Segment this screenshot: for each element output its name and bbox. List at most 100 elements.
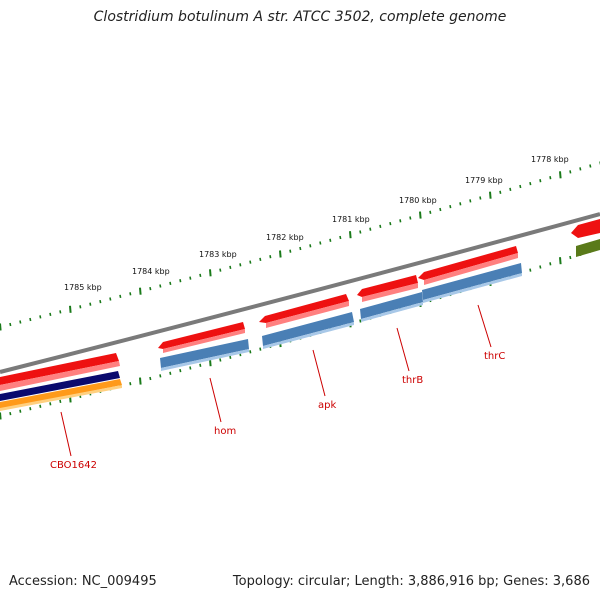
minor-tick — [19, 320, 22, 324]
minor-tick — [89, 302, 92, 306]
kbp-label: 1783 kbp — [199, 250, 237, 259]
minor-tick — [149, 286, 152, 291]
major-tick — [489, 191, 492, 199]
minor-tick — [409, 216, 412, 220]
minor-tick — [169, 371, 172, 375]
minor-tick — [129, 382, 132, 386]
minor-tick — [19, 409, 22, 413]
minor-tick — [439, 207, 442, 212]
minor-tick — [9, 411, 12, 416]
major-tick — [559, 257, 562, 265]
minor-tick — [159, 284, 162, 288]
minor-tick — [449, 204, 452, 209]
minor-tick — [159, 374, 162, 378]
minor-tick — [9, 322, 12, 327]
major-tick — [349, 231, 352, 239]
kbp-label: 1784 kbp — [132, 267, 170, 276]
minor-tick — [379, 224, 382, 229]
gene-label-thrc: thrC — [484, 351, 505, 362]
gene-label-apk: apk — [318, 400, 336, 411]
major-tick — [419, 211, 422, 219]
minor-tick — [29, 407, 32, 411]
minor-tick — [399, 219, 402, 223]
major-tick — [0, 412, 2, 420]
minor-tick — [49, 312, 52, 317]
kbp-label: 1780 kbp — [399, 196, 437, 205]
minor-tick — [369, 227, 372, 231]
minor-tick — [269, 255, 272, 259]
major-tick — [139, 377, 142, 385]
minor-tick — [169, 281, 172, 286]
minor-tick — [359, 319, 362, 323]
minor-tick — [459, 202, 462, 206]
minor-tick — [329, 238, 332, 242]
gene-apk[interactable] — [259, 294, 354, 349]
gene-hom[interactable] — [158, 322, 249, 371]
minor-tick — [539, 265, 542, 269]
minor-tick — [239, 263, 242, 267]
major-tick — [139, 287, 142, 295]
minor-tick — [509, 187, 512, 192]
gene-cbo1642[interactable] — [0, 353, 122, 411]
minor-tick — [39, 404, 42, 408]
topology-text: Topology: circular; Length: 3,886,916 bp… — [232, 574, 590, 589]
kbp-label: 1782 kbp — [266, 233, 304, 242]
minor-tick — [289, 249, 292, 253]
minor-tick — [119, 294, 122, 299]
minor-tick — [199, 273, 202, 278]
gene-thrb[interactable] — [357, 275, 423, 322]
minor-tick — [539, 179, 542, 183]
kbp-label: 1785 kbp — [64, 283, 102, 292]
minor-tick — [59, 399, 62, 404]
gene-label-hom: hom — [214, 426, 236, 437]
minor-tick — [229, 355, 232, 359]
minor-tick — [529, 181, 532, 186]
minor-tick — [29, 317, 32, 322]
major-tick — [279, 250, 282, 258]
leader-thrb — [396, 327, 410, 372]
minor-tick — [179, 368, 182, 373]
minor-tick — [359, 230, 362, 234]
minor-tick — [229, 265, 232, 270]
minor-tick — [519, 184, 522, 189]
minor-tick — [549, 262, 552, 266]
minor-tick — [249, 260, 252, 264]
kbp-label: 1778 kbp — [531, 155, 569, 164]
minor-tick — [189, 276, 192, 280]
outer-tick-ring — [0, 161, 600, 331]
gene-partial-right[interactable] — [571, 219, 600, 257]
minor-tick — [569, 255, 572, 260]
major-tick — [69, 305, 72, 313]
major-tick — [559, 171, 562, 179]
minor-tick — [339, 235, 342, 240]
minor-tick — [259, 257, 262, 262]
minor-tick — [179, 279, 182, 283]
kbp-label: 1781 kbp — [332, 215, 370, 224]
gene-label-thrb: thrB — [402, 375, 423, 386]
minor-tick — [79, 305, 82, 309]
minor-tick — [219, 358, 222, 362]
minor-tick — [149, 376, 152, 381]
kbp-label: 1779 kbp — [465, 176, 503, 185]
minor-tick — [299, 246, 302, 251]
minor-tick — [59, 310, 62, 314]
minor-tick — [579, 167, 582, 171]
minor-tick — [529, 268, 532, 272]
leader-apk — [312, 349, 326, 397]
gene-label-cbo1642: CBO1642 — [50, 460, 97, 471]
minor-tick — [219, 268, 222, 272]
map-title: Clostridium botulinum A str. ATCC 3502, … — [93, 9, 507, 25]
minor-tick — [479, 196, 482, 200]
minor-tick — [129, 292, 132, 296]
accession-text: Accession: NC_009495 — [9, 574, 157, 589]
minor-tick — [469, 199, 472, 203]
minor-tick — [319, 241, 322, 245]
minor-tick — [589, 164, 592, 168]
minor-tick — [99, 299, 102, 304]
minor-tick — [569, 170, 572, 174]
minor-tick — [429, 210, 432, 214]
gene-thrc[interactable] — [418, 246, 522, 303]
minor-tick — [189, 366, 192, 370]
minor-tick — [39, 315, 42, 319]
major-tick — [0, 323, 2, 331]
